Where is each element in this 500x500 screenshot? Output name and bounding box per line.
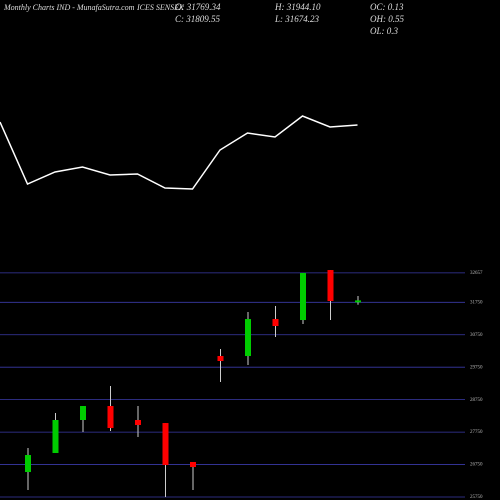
ohlc-info: OL: 0.3 bbox=[370, 26, 399, 36]
y-tick-label: 30750 bbox=[470, 333, 483, 338]
y-tick-label: 29750 bbox=[470, 365, 483, 370]
candle-body bbox=[25, 455, 31, 473]
candle-body bbox=[190, 461, 196, 468]
candle-body bbox=[80, 406, 86, 421]
ohlc-info: OC: 0.13 bbox=[370, 2, 404, 12]
candle-body bbox=[162, 423, 169, 466]
y-tick-label: 27750 bbox=[470, 430, 483, 435]
candle-body bbox=[135, 420, 141, 425]
y-tick-label: 26750 bbox=[470, 463, 483, 468]
y-tick-label: 32657 bbox=[470, 271, 483, 276]
y-tick-label: 25750 bbox=[470, 495, 483, 500]
symbol: ICES SENSEX bbox=[136, 3, 185, 12]
candle-body bbox=[300, 273, 306, 321]
candle-body bbox=[245, 319, 251, 357]
candle-body bbox=[217, 356, 224, 362]
indicator-line bbox=[0, 115, 358, 190]
y-tick-label: 31750 bbox=[470, 300, 483, 305]
ohlc-info: H: 31944.10 bbox=[274, 2, 321, 12]
candle-body bbox=[52, 420, 59, 454]
ohlc-info: OH: 0.55 bbox=[370, 14, 404, 24]
candle-body bbox=[107, 406, 114, 429]
site-title: Monthly Charts IND - MunafaSutra.com bbox=[3, 3, 135, 12]
ohlc-info: O: 31769.34 bbox=[175, 2, 221, 12]
candle-body bbox=[355, 300, 361, 303]
candle-body bbox=[272, 319, 279, 327]
ohlc-info: C: 31809.55 bbox=[175, 14, 221, 24]
y-tick-label: 28750 bbox=[470, 398, 483, 403]
ohlc-info: L: 31674.23 bbox=[274, 14, 320, 24]
candle-body bbox=[327, 270, 334, 302]
